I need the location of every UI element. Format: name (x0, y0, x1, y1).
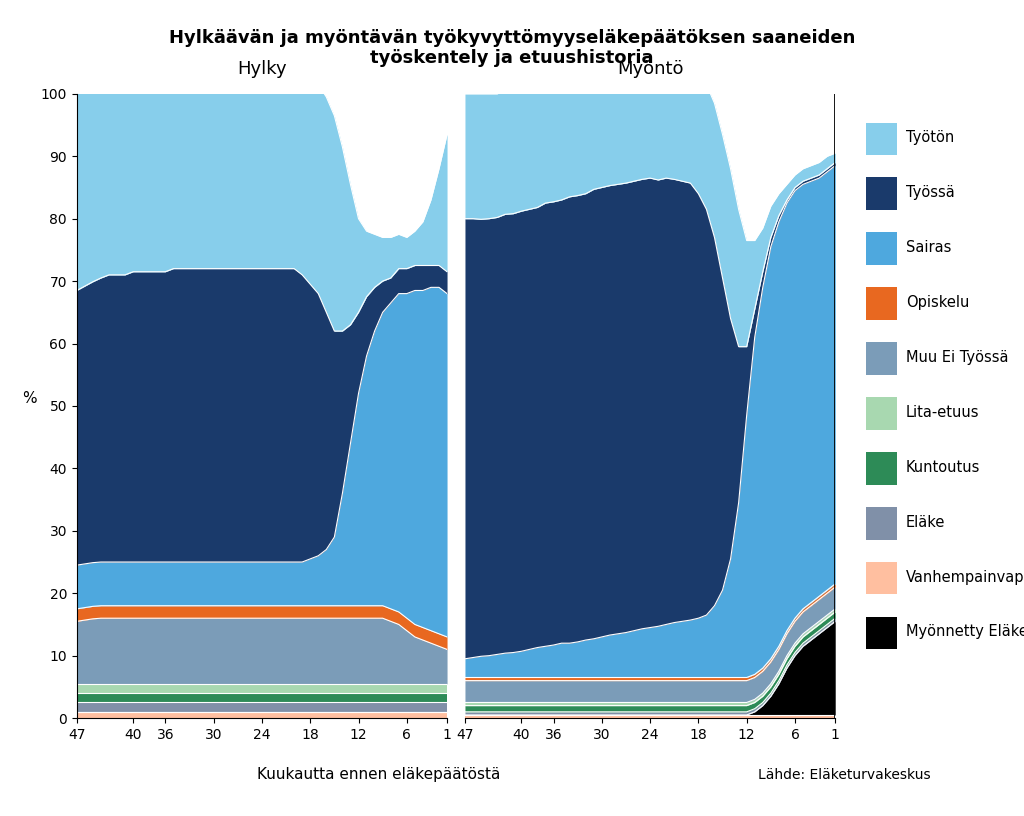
Text: Muu Ei Työssä: Muu Ei Työssä (906, 350, 1009, 365)
Text: Vanhempainvapaa: Vanhempainvapaa (906, 570, 1024, 584)
Text: Myöntö: Myöntö (616, 60, 683, 78)
Text: Eläke: Eläke (906, 515, 945, 530)
Bar (865, 178, 897, 210)
Text: Sairas: Sairas (906, 240, 951, 255)
Bar (865, 452, 897, 485)
Text: Työtön: Työtön (906, 130, 954, 145)
Text: Hylky: Hylky (238, 60, 287, 78)
Bar (865, 617, 897, 650)
Text: Työssä: Työssä (906, 185, 954, 200)
Bar (865, 233, 897, 265)
Text: Kuntoutus: Kuntoutus (906, 459, 980, 475)
Bar (865, 397, 897, 430)
Text: Opiskelu: Opiskelu (906, 295, 970, 310)
Bar (865, 122, 897, 155)
Bar (865, 507, 897, 539)
Bar (865, 342, 897, 375)
Text: Lita-etuus: Lita-etuus (906, 405, 980, 419)
Text: Lähde: Eläketurvakeskus: Lähde: Eläketurvakeskus (758, 769, 931, 783)
Y-axis label: %: % (23, 391, 37, 406)
Bar (865, 287, 897, 320)
Text: Myönnetty Eläke: Myönnetty Eläke (906, 624, 1024, 640)
Text: Kuukautta ennen eläkepäätöstä: Kuukautta ennen eläkepäätöstä (257, 767, 501, 783)
Text: Hylkäävän ja myöntävän työkyvyttömyyseläkepäätöksen saaneiden
työskentely ja etu: Hylkäävän ja myöntävän työkyvyttömyyselä… (169, 29, 855, 68)
Bar (865, 562, 897, 595)
